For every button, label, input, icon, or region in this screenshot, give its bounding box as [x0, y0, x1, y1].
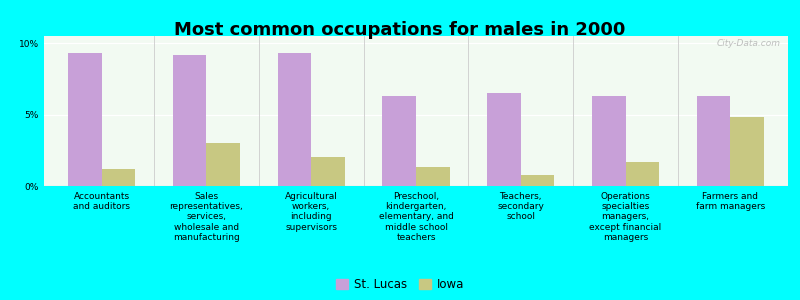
Bar	[382, 96, 416, 186]
Bar	[730, 117, 764, 186]
Bar	[416, 167, 450, 186]
Text: Most common occupations for males in 2000: Most common occupations for males in 200…	[174, 21, 626, 39]
Bar	[173, 55, 206, 186]
Bar	[206, 143, 240, 186]
Bar	[68, 53, 102, 186]
Bar	[278, 53, 311, 186]
Bar	[487, 93, 521, 186]
Text: City-Data.com: City-Data.com	[717, 39, 781, 48]
Bar	[592, 96, 626, 186]
Bar	[626, 162, 659, 186]
Bar	[521, 175, 554, 186]
Legend: St. Lucas, Iowa: St. Lucas, Iowa	[336, 278, 464, 291]
Bar	[102, 169, 135, 186]
Bar	[311, 158, 345, 186]
Bar	[697, 96, 730, 186]
